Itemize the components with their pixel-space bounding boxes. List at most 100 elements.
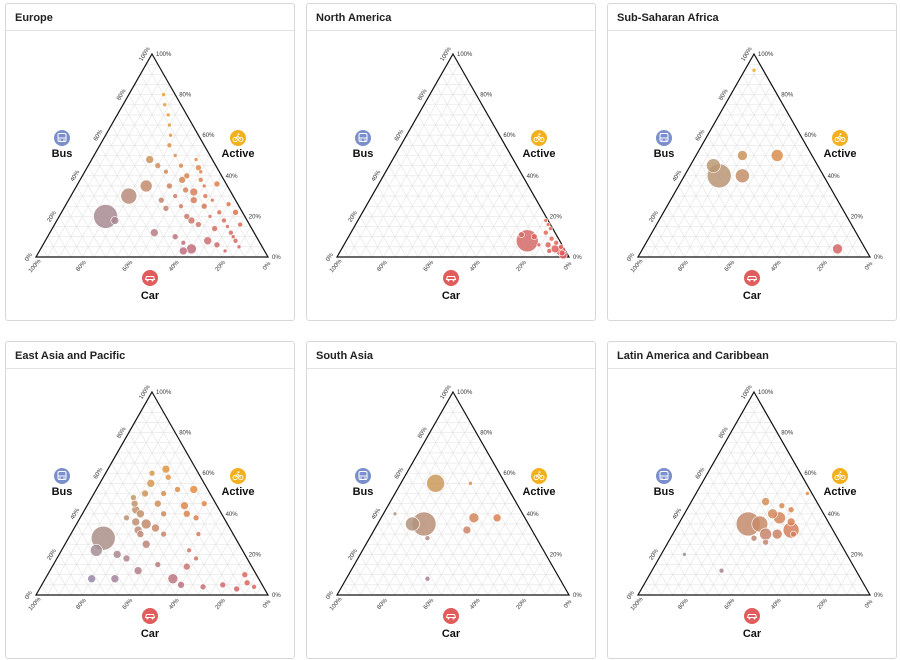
- data-point[interactable]: [750, 534, 758, 542]
- data-point[interactable]: [195, 531, 202, 537]
- data-point[interactable]: [230, 234, 236, 239]
- data-point[interactable]: [200, 202, 208, 210]
- data-point[interactable]: [154, 561, 162, 568]
- data-point[interactable]: [405, 516, 420, 532]
- data-point[interactable]: [548, 226, 553, 231]
- data-point[interactable]: [219, 581, 227, 589]
- data-point[interactable]: [544, 241, 552, 249]
- data-point[interactable]: [164, 473, 172, 481]
- data-point[interactable]: [530, 233, 538, 240]
- data-point[interactable]: [172, 193, 178, 199]
- data-point[interactable]: [160, 510, 167, 518]
- data-point[interactable]: [778, 502, 786, 509]
- data-point[interactable]: [192, 514, 200, 522]
- data-point[interactable]: [123, 514, 130, 522]
- data-point[interactable]: [120, 187, 138, 205]
- data-point[interactable]: [392, 511, 398, 517]
- data-point[interactable]: [183, 562, 191, 571]
- data-point[interactable]: [518, 231, 525, 238]
- data-point[interactable]: [210, 197, 215, 203]
- data-point[interactable]: [243, 579, 251, 587]
- data-point[interactable]: [154, 162, 162, 169]
- data-point[interactable]: [202, 193, 209, 199]
- data-point[interactable]: [183, 213, 191, 220]
- data-point[interactable]: [762, 538, 769, 546]
- data-point[interactable]: [232, 237, 239, 244]
- data-point[interactable]: [162, 204, 170, 212]
- data-point[interactable]: [174, 486, 181, 493]
- data-point[interactable]: [203, 236, 212, 246]
- data-point[interactable]: [139, 179, 153, 193]
- data-point[interactable]: [201, 183, 207, 189]
- data-point[interactable]: [189, 187, 199, 197]
- data-point[interactable]: [189, 196, 198, 204]
- data-point[interactable]: [130, 499, 139, 508]
- data-point[interactable]: [110, 216, 120, 225]
- data-point[interactable]: [553, 239, 560, 246]
- data-point[interactable]: [87, 574, 96, 584]
- data-point[interactable]: [718, 567, 725, 574]
- data-point[interactable]: [189, 485, 199, 494]
- data-point[interactable]: [706, 158, 721, 173]
- data-point[interactable]: [767, 508, 778, 520]
- data-point[interactable]: [225, 201, 232, 208]
- data-point[interactable]: [543, 229, 549, 236]
- data-point[interactable]: [199, 583, 207, 591]
- data-point[interactable]: [150, 228, 159, 237]
- data-point[interactable]: [193, 157, 199, 162]
- data-point[interactable]: [216, 209, 223, 216]
- data-point[interactable]: [232, 209, 239, 216]
- data-point[interactable]: [90, 544, 103, 557]
- data-point[interactable]: [167, 122, 172, 128]
- data-point[interactable]: [168, 132, 173, 138]
- data-point[interactable]: [177, 581, 185, 589]
- data-point[interactable]: [186, 547, 192, 554]
- data-point[interactable]: [211, 225, 218, 232]
- data-point[interactable]: [160, 530, 167, 538]
- data-point[interactable]: [424, 535, 431, 541]
- data-point[interactable]: [183, 510, 191, 518]
- data-point[interactable]: [187, 216, 196, 225]
- data-point[interactable]: [251, 584, 257, 590]
- data-point[interactable]: [236, 244, 242, 250]
- data-point[interactable]: [160, 490, 167, 497]
- data-point[interactable]: [787, 506, 795, 514]
- data-point[interactable]: [148, 469, 156, 477]
- data-point[interactable]: [180, 501, 189, 510]
- data-point[interactable]: [543, 218, 549, 223]
- data-point[interactable]: [197, 177, 204, 183]
- data-point[interactable]: [492, 513, 502, 523]
- data-point[interactable]: [548, 235, 555, 242]
- data-point[interactable]: [790, 530, 797, 538]
- data-point[interactable]: [545, 222, 551, 227]
- data-point[interactable]: [751, 67, 757, 73]
- data-point[interactable]: [786, 517, 796, 527]
- data-point[interactable]: [225, 224, 230, 229]
- data-point[interactable]: [178, 176, 186, 184]
- data-point[interactable]: [213, 241, 221, 249]
- data-point[interactable]: [130, 494, 137, 501]
- data-point[interactable]: [546, 248, 553, 254]
- data-point[interactable]: [228, 229, 234, 236]
- data-point[interactable]: [195, 221, 202, 228]
- data-point[interactable]: [179, 246, 188, 256]
- data-point[interactable]: [122, 554, 131, 563]
- data-point[interactable]: [195, 164, 202, 171]
- data-point[interactable]: [770, 149, 784, 162]
- data-point[interactable]: [136, 509, 145, 519]
- data-point[interactable]: [110, 574, 120, 584]
- data-point[interactable]: [166, 142, 173, 149]
- data-point[interactable]: [178, 203, 184, 210]
- data-point[interactable]: [165, 112, 171, 118]
- data-point[interactable]: [536, 242, 542, 248]
- data-point[interactable]: [832, 243, 843, 255]
- data-point[interactable]: [221, 217, 227, 224]
- data-point[interactable]: [462, 525, 472, 535]
- data-point[interactable]: [737, 150, 748, 161]
- data-point[interactable]: [167, 573, 179, 585]
- data-point[interactable]: [213, 180, 221, 188]
- data-point[interactable]: [172, 153, 178, 158]
- data-point[interactable]: [468, 512, 480, 524]
- data-point[interactable]: [241, 571, 249, 578]
- data-point[interactable]: [166, 182, 173, 190]
